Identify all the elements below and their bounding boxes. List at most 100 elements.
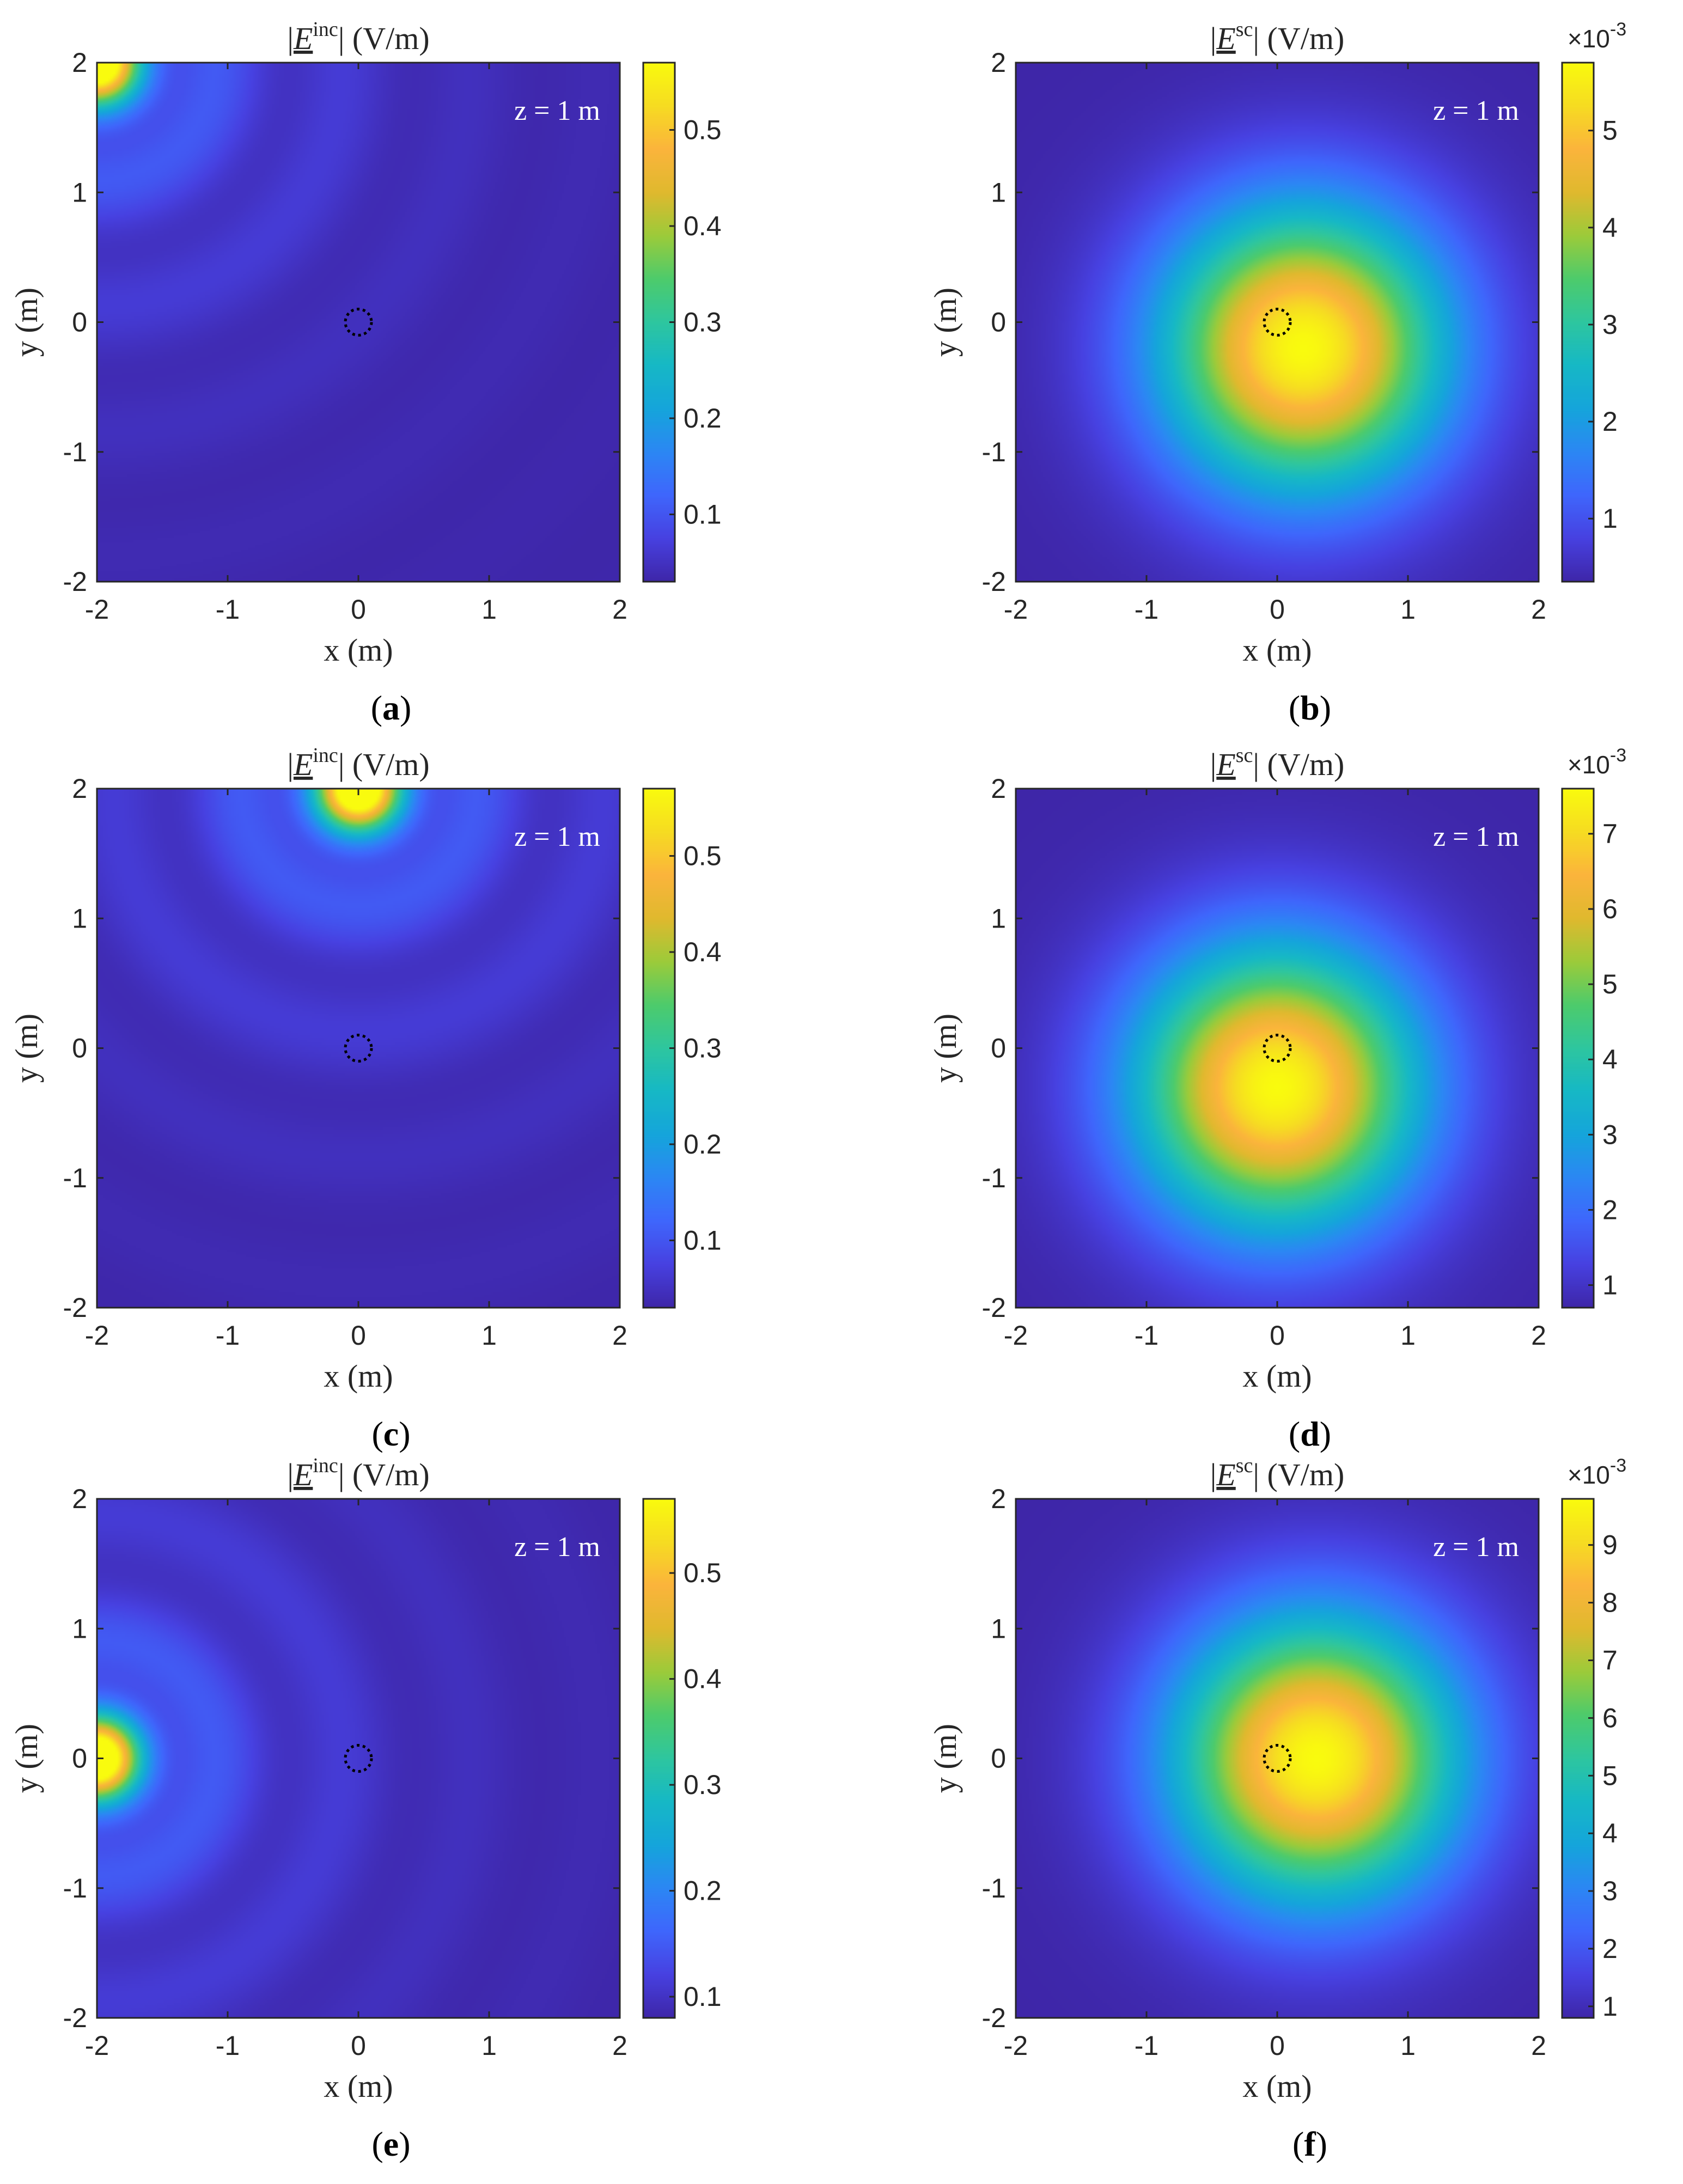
y-tick-label: -1 <box>63 1163 87 1193</box>
y-tick-label: 2 <box>991 773 1006 804</box>
y-tick-label: -2 <box>63 2003 87 2033</box>
target-marker <box>344 308 373 337</box>
y-axis-label: y (m) <box>9 1014 44 1083</box>
colorbar-tick-label: 1 <box>1602 1270 1618 1301</box>
x-axis-label: x (m) <box>1242 1358 1312 1394</box>
x-tick-label: 0 <box>351 2030 366 2061</box>
x-tick-label: 0 <box>1270 1320 1285 1351</box>
colorbar-tick-label: 0.4 <box>684 1664 722 1694</box>
x-tick-label: -1 <box>1135 594 1158 625</box>
colorbar-tick-label: 2 <box>1602 406 1618 437</box>
x-tick-label: 2 <box>612 2030 627 2061</box>
colorbar-tick-label: 2 <box>1602 1933 1618 1964</box>
z-annotation: z = 1 m <box>1433 95 1519 126</box>
colorbar-tick-label: 0.1 <box>684 1981 722 2012</box>
z-annotation: z = 1 m <box>514 1532 600 1563</box>
x-axis-label: x (m) <box>1242 632 1312 668</box>
y-tick-label: 2 <box>72 1484 87 1514</box>
colorbar-tick-label: 3 <box>1602 1876 1618 1906</box>
colorbar-exponent: ×10-3 <box>1568 745 1626 779</box>
colorbar-frame <box>1561 1498 1595 2019</box>
panel-a: -2 -1 0 1 2 -2 -1 0 1 2 x (m) y (m) |Einc| (V/m) z = … <box>9 18 722 727</box>
y-tick-label: -1 <box>982 437 1006 467</box>
x-tick-label: 1 <box>1400 594 1416 625</box>
panel-title: |Einc| (V/m) <box>287 18 429 56</box>
target-marker <box>344 1744 373 1773</box>
colorbar <box>643 1499 675 2018</box>
x-tick-label: 1 <box>481 2030 497 2061</box>
colorbar-tick-label: 9 <box>1602 1530 1618 1560</box>
colorbar <box>1562 1499 1594 2018</box>
colorbar-tick-label: 3 <box>1602 309 1618 340</box>
y-tick-label: -2 <box>982 566 1006 597</box>
x-tick-label: -1 <box>216 594 240 625</box>
x-tick-label: 1 <box>1400 2030 1416 2061</box>
colorbar-tick-label: 0.3 <box>684 307 722 338</box>
y-axis-label: y (m) <box>9 288 44 357</box>
colorbar-tick-label: 8 <box>1602 1588 1618 1618</box>
y-tick-label: 1 <box>991 1613 1006 1644</box>
colorbar-exponent: ×10-3 <box>1568 19 1626 53</box>
panel-title: |Einc| (V/m) <box>287 1454 429 1492</box>
x-axis-label: x (m) <box>324 2069 393 2104</box>
y-tick-label: 0 <box>72 1033 87 1064</box>
colorbar-frame <box>1561 788 1595 1309</box>
colorbar-frame <box>1561 62 1595 583</box>
y-tick-label: -1 <box>982 1163 1006 1193</box>
x-tick-label: -1 <box>216 1320 240 1351</box>
y-tick-label: 0 <box>991 1033 1006 1064</box>
panel-caption: (a) <box>371 688 412 727</box>
x-tick-label: 0 <box>1270 2030 1285 2061</box>
z-annotation: z = 1 m <box>514 95 600 126</box>
y-tick-label: -2 <box>982 2003 1006 2033</box>
panel-f: -2 -1 0 1 2 -2 -1 0 1 2 x (m) y (m) |Esc| (V/m) z = 1… <box>928 1454 1626 2163</box>
x-tick-label: 0 <box>351 594 366 625</box>
colorbar-tick-label: 3 <box>1602 1119 1618 1150</box>
colorbar-tick-label: 7 <box>1602 819 1618 849</box>
x-tick-label: 2 <box>612 1320 627 1351</box>
panel-title: |Esc| (V/m) <box>1210 18 1345 56</box>
x-tick-label: -2 <box>85 2030 109 2061</box>
colorbar-tick-label: 0.2 <box>684 1876 722 1906</box>
colorbar-tick-label: 0.5 <box>684 115 722 145</box>
x-tick-label: -2 <box>85 594 109 625</box>
colorbar-tick-label: 5 <box>1602 969 1618 999</box>
y-tick-label: 0 <box>991 307 1006 338</box>
panel-caption: (d) <box>1289 1414 1331 1453</box>
y-tick-label: 1 <box>991 177 1006 208</box>
colorbar-tick-label: 0.2 <box>684 1129 722 1160</box>
y-tick-label: 2 <box>72 773 87 804</box>
y-tick-label: 1 <box>72 903 87 934</box>
y-tick-label: -1 <box>63 437 87 467</box>
x-axis-label: x (m) <box>324 1358 393 1394</box>
y-axis-label: y (m) <box>9 1724 44 1793</box>
x-tick-label: 1 <box>1400 1320 1416 1351</box>
colorbar-tick-label: 1 <box>1602 503 1618 534</box>
y-tick-label: 2 <box>72 47 87 78</box>
colorbar-tick-label: 2 <box>1602 1194 1618 1225</box>
y-tick-label: -1 <box>63 1873 87 1904</box>
colorbar-tick-label: 4 <box>1602 1044 1618 1075</box>
colorbar-tick-label: 7 <box>1602 1645 1618 1675</box>
panel-caption: (b) <box>1289 688 1331 727</box>
heatmap-b <box>1016 63 1539 582</box>
y-tick-label: 0 <box>72 1743 87 1774</box>
x-tick-label: 0 <box>351 1320 366 1351</box>
x-axis-label: x (m) <box>1242 2069 1312 2104</box>
heatmap-a <box>97 63 620 582</box>
colorbar-exponent: ×10-3 <box>1568 1455 1626 1489</box>
colorbar <box>1562 63 1594 582</box>
x-tick-label: -2 <box>85 1320 109 1351</box>
target-marker <box>1263 1034 1292 1063</box>
panel-b: -2 -1 0 1 2 -2 -1 0 1 2 x (m) y (m) |Esc| (V/m) z = 1… <box>928 18 1626 727</box>
x-tick-label: -1 <box>1135 1320 1158 1351</box>
heatmap-d <box>1016 789 1539 1308</box>
colorbar-tick-label: 0.1 <box>684 499 722 529</box>
x-tick-label: 2 <box>612 594 627 625</box>
x-tick-label: -1 <box>216 2030 240 2061</box>
colorbar-tick-label: 6 <box>1602 1703 1618 1733</box>
colorbar <box>1562 789 1594 1308</box>
z-annotation: z = 1 m <box>1433 821 1519 852</box>
colorbar-tick-label: 0.2 <box>684 403 722 434</box>
colorbar-tick-label: 0.5 <box>684 841 722 871</box>
